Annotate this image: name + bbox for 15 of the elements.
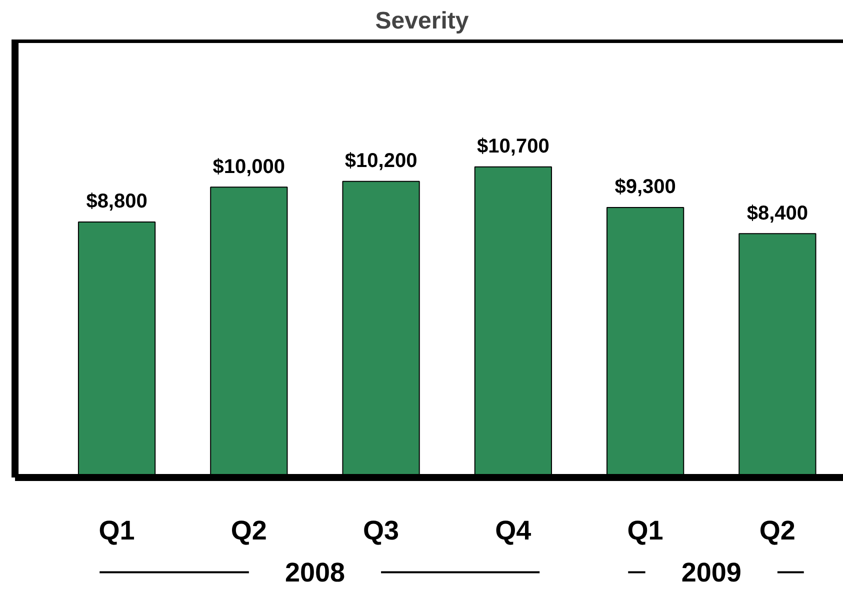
x-tick-label: Q1 — [627, 515, 664, 546]
text: 2008 — [284, 558, 346, 588]
x-tick-label: Q2 — [759, 515, 796, 546]
data-label: $10,000 — [212, 156, 286, 178]
data-label: $9,300 — [614, 176, 676, 198]
data-label: $10,200 — [344, 150, 418, 172]
x-tick-label: Q1 — [98, 515, 135, 546]
data-label: $8,800 — [86, 190, 148, 213]
chart-title: Severity — [375, 8, 470, 34]
text: 2009 — [681, 558, 742, 588]
x-tick-label: Q3 — [363, 515, 400, 546]
x-tick-label: Q2 — [230, 515, 267, 546]
x-tick-label: Q4 — [495, 515, 532, 546]
data-label: $10,700 — [477, 136, 550, 158]
data-label: $8,400 — [746, 202, 808, 224]
